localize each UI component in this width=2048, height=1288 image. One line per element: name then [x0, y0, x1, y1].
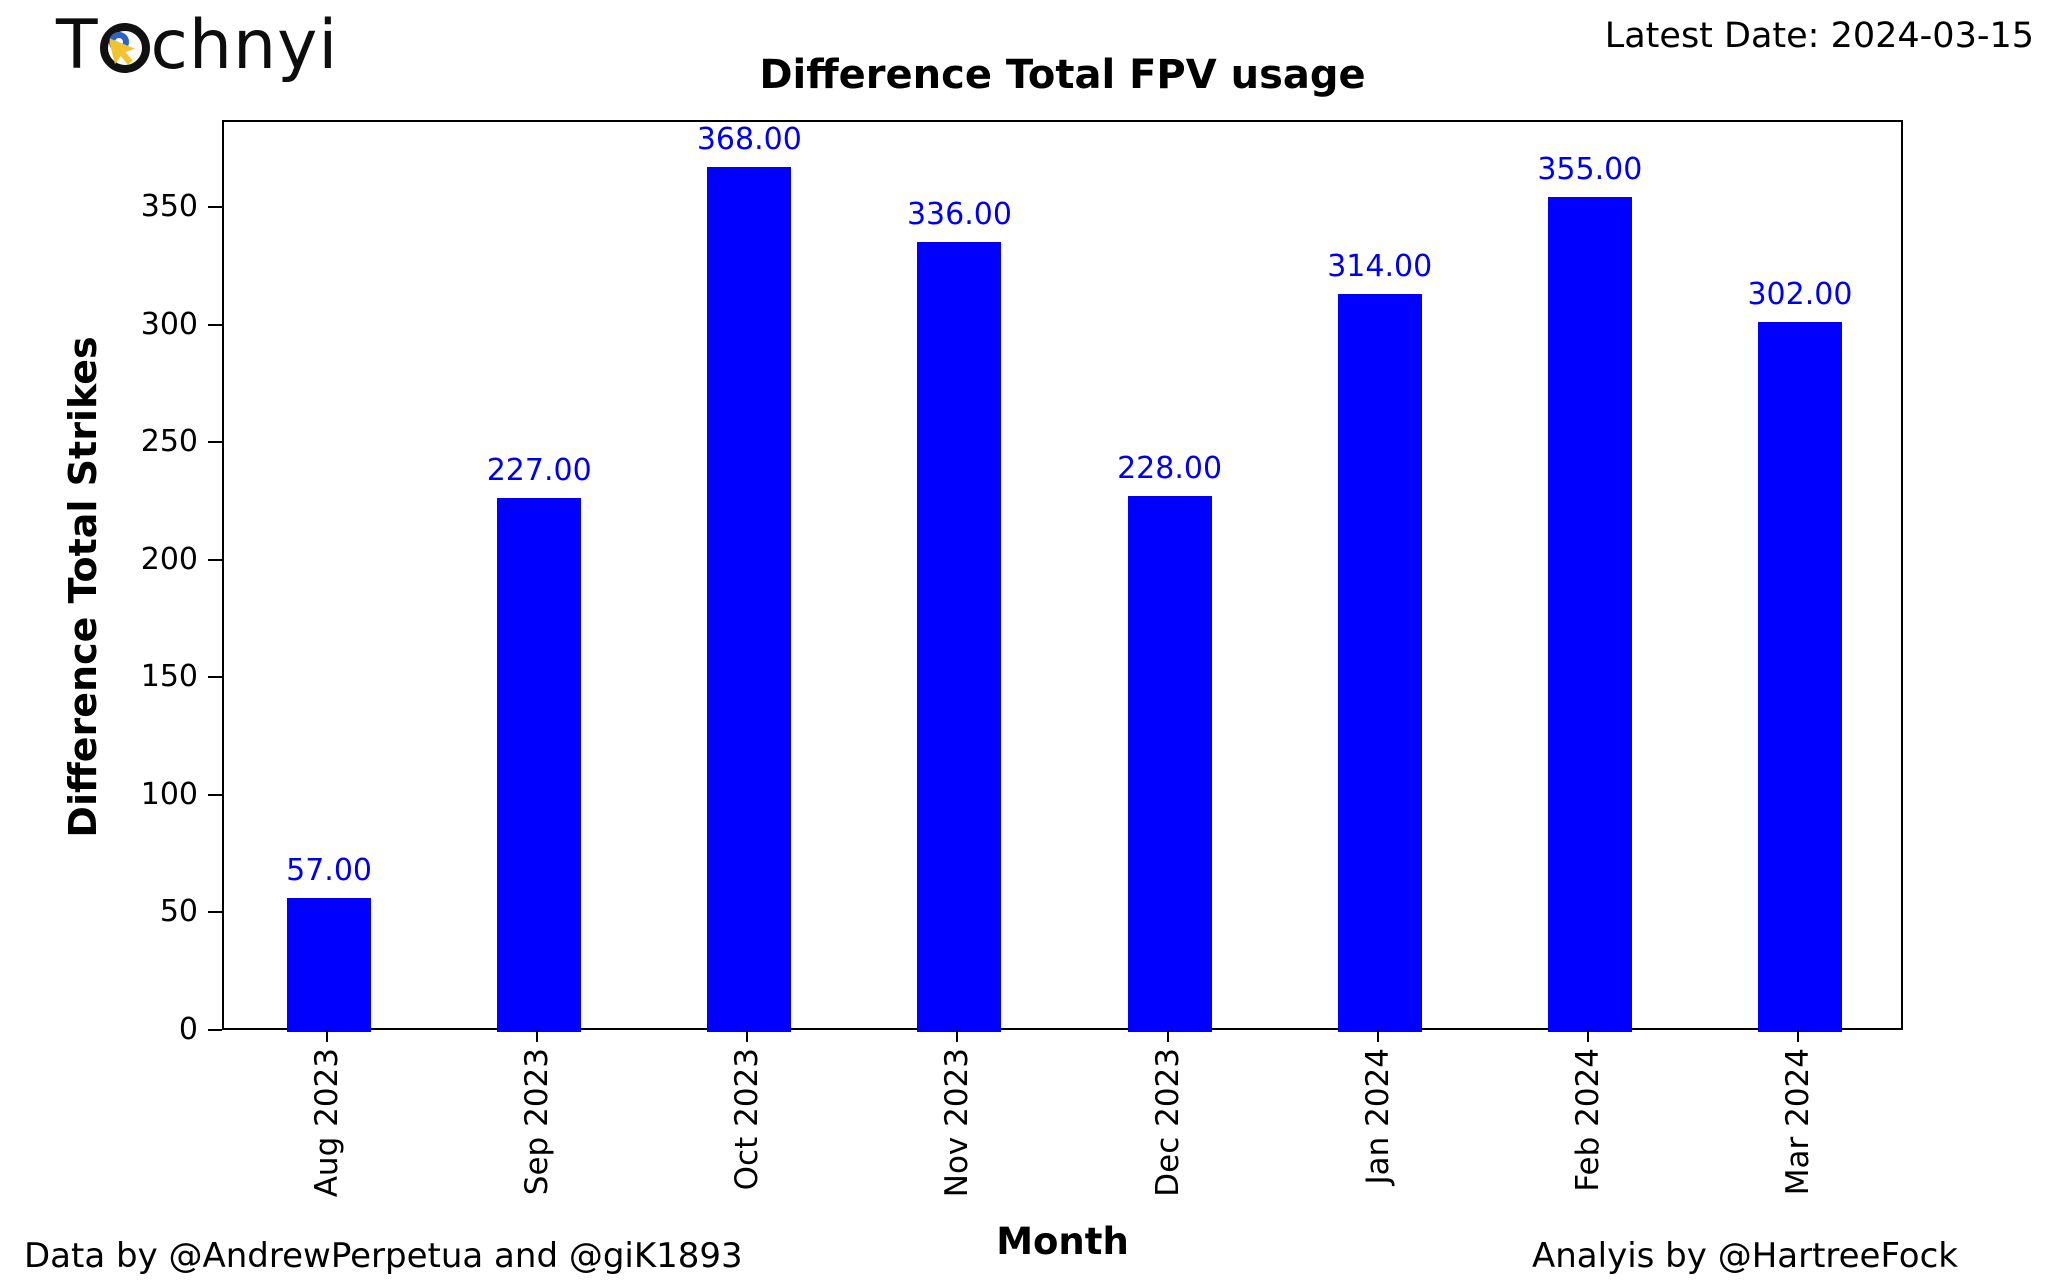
y-tick-label: 200 [140, 541, 198, 577]
y-tick-mark [208, 206, 222, 208]
y-tick-mark [208, 1029, 222, 1031]
y-tick-mark [208, 911, 222, 914]
bar-value-label: 355.00 [1537, 152, 1643, 188]
logo-text-prefix: T [56, 6, 99, 85]
x-tick-label: Jan 2024 [1359, 1048, 1396, 1185]
bar-value-label: 336.00 [906, 196, 1012, 232]
chart-title: Difference Total FPV usage [759, 52, 1366, 98]
y-tick-label: 150 [140, 659, 198, 695]
bar-aug-2023 [287, 897, 372, 1032]
x-tick-mark [746, 1030, 749, 1042]
technyi-logo: T chnyi [56, 6, 338, 85]
x-tick-mark [1166, 1030, 1169, 1042]
bar-feb-2024 [1547, 197, 1632, 1032]
bar-jan-2024 [1337, 293, 1422, 1032]
bar-nov-2023 [917, 241, 1002, 1032]
bar-dec-2023 [1127, 495, 1212, 1032]
x-tick-label: Feb 2024 [1569, 1048, 1606, 1192]
x-tick-mark [1586, 1030, 1589, 1042]
plot-area: 57.00 227.00 368.00 336.00 228.00 314.00 355.0… [222, 120, 1903, 1032]
bar-value-label: 57.00 [286, 852, 373, 888]
y-tick-label: 100 [140, 776, 198, 812]
bar-oct-2023 [707, 166, 792, 1032]
y-tick-label: 300 [140, 306, 198, 342]
bar-value-label: 368.00 [696, 121, 802, 157]
y-tick-mark [208, 441, 222, 444]
bar-value-label: 314.00 [1327, 248, 1433, 284]
x-tick-mark [536, 1030, 539, 1042]
y-tick-mark [208, 793, 222, 796]
data-credit: Data by @AndrewPerpetua and @giK1893 [24, 1236, 743, 1276]
target-outer-ring [99, 23, 150, 73]
y-axis-label: Difference Total Strikes [61, 336, 105, 838]
y-tick-mark [208, 558, 222, 561]
x-tick-label: Aug 2023 [309, 1048, 346, 1198]
analysis-credit: Analyis by @HartreeFock [1532, 1236, 1958, 1276]
x-tick-label: Sep 2023 [519, 1048, 556, 1196]
bar-value-label: 302.00 [1747, 276, 1853, 312]
latest-date-label: Latest Date: 2024-03-15 [1604, 16, 2034, 56]
logo-text-suffix: chnyi [150, 6, 339, 85]
x-axis-label: Month [996, 1220, 1129, 1263]
yellow-cursor-arrow [109, 37, 135, 65]
bar-sep-2023 [497, 498, 582, 1032]
cursor-target-icon [99, 23, 150, 73]
x-tick-label: Mar 2024 [1779, 1048, 1816, 1196]
x-tick-mark [1796, 1030, 1799, 1042]
x-tick-mark [1376, 1030, 1379, 1042]
bar-value-label: 228.00 [1117, 450, 1223, 486]
y-tick-mark [208, 323, 222, 326]
bar-value-label: 227.00 [486, 453, 592, 489]
x-tick-mark [326, 1030, 329, 1042]
x-tick-label: Nov 2023 [939, 1048, 976, 1198]
x-tick-label: Dec 2023 [1149, 1048, 1186, 1197]
y-tick-label: 0 [178, 1012, 198, 1047]
y-tick-mark [208, 676, 222, 679]
y-tick-label: 250 [140, 424, 198, 460]
y-tick-label: 350 [140, 189, 198, 224]
x-tick-mark [956, 1030, 959, 1042]
bar-mar-2024 [1757, 321, 1842, 1032]
y-tick-label: 50 [159, 894, 198, 930]
x-tick-label: Oct 2023 [729, 1048, 766, 1191]
